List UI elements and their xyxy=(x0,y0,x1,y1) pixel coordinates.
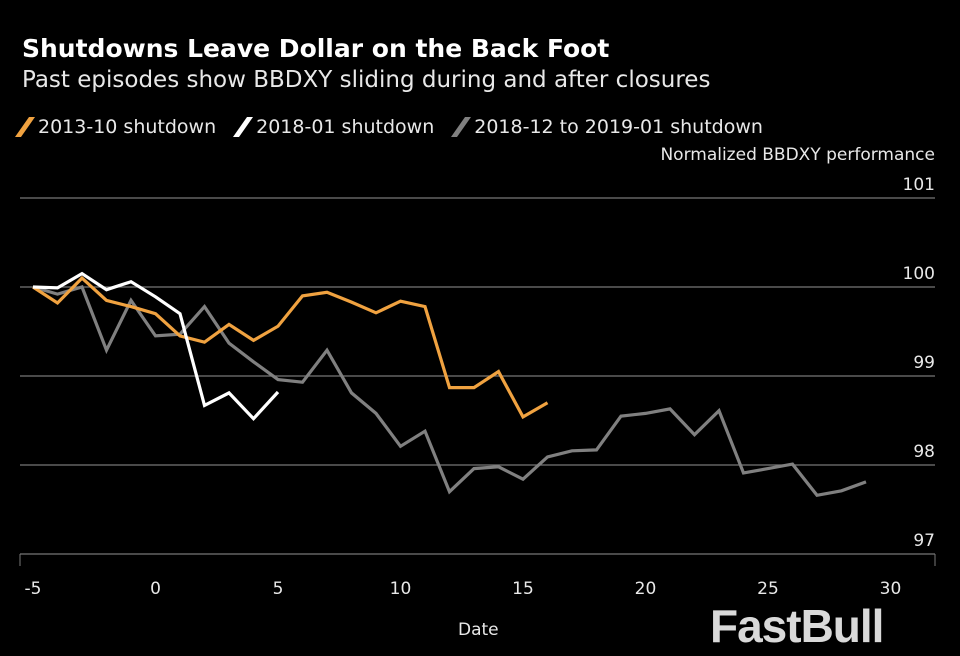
y-tick-label: 99 xyxy=(913,353,935,373)
y-tick-label: 97 xyxy=(913,531,935,551)
x-tick-label: 30 xyxy=(880,579,902,599)
series-line xyxy=(32,285,867,498)
y-tick-label: 98 xyxy=(913,442,935,462)
legend-label: 2013-10 shutdown xyxy=(38,116,217,138)
x-tick-label: 15 xyxy=(512,579,534,599)
chart-title: Shutdowns Leave Dollar on the Back Foot xyxy=(22,34,610,63)
x-tick-label: 0 xyxy=(150,579,161,599)
legend-item: 2013-10 shutdown xyxy=(14,116,217,138)
x-tick-label: 5 xyxy=(273,579,284,599)
watermark-logo: FastBull xyxy=(710,600,884,652)
y-tick-label: 100 xyxy=(903,264,935,284)
x-axis-label: Date xyxy=(458,620,499,640)
legend-label: 2018-01 shutdown xyxy=(256,116,435,138)
x-tick-label: 10 xyxy=(390,579,412,599)
series-line xyxy=(32,275,549,420)
chart-subtitle: Past episodes show BBDXY sliding during … xyxy=(22,67,711,93)
legend-item: 2018-12 to 2019-01 shutdown xyxy=(451,116,763,138)
legend-label: 2018-12 to 2019-01 shutdown xyxy=(474,116,763,138)
legend: 2013-10 shutdown 2018-01 shutdown 2018-1… xyxy=(14,116,763,138)
x-tick-label: 20 xyxy=(635,579,657,599)
x-tick-label: 25 xyxy=(757,579,779,599)
series-line xyxy=(32,271,280,422)
y-tick-label: 101 xyxy=(903,175,935,195)
legend-item: 2018-01 shutdown xyxy=(233,116,435,138)
y-axis-label: Normalized BBDXY performance xyxy=(660,145,935,165)
x-tick-label: -5 xyxy=(25,579,42,599)
